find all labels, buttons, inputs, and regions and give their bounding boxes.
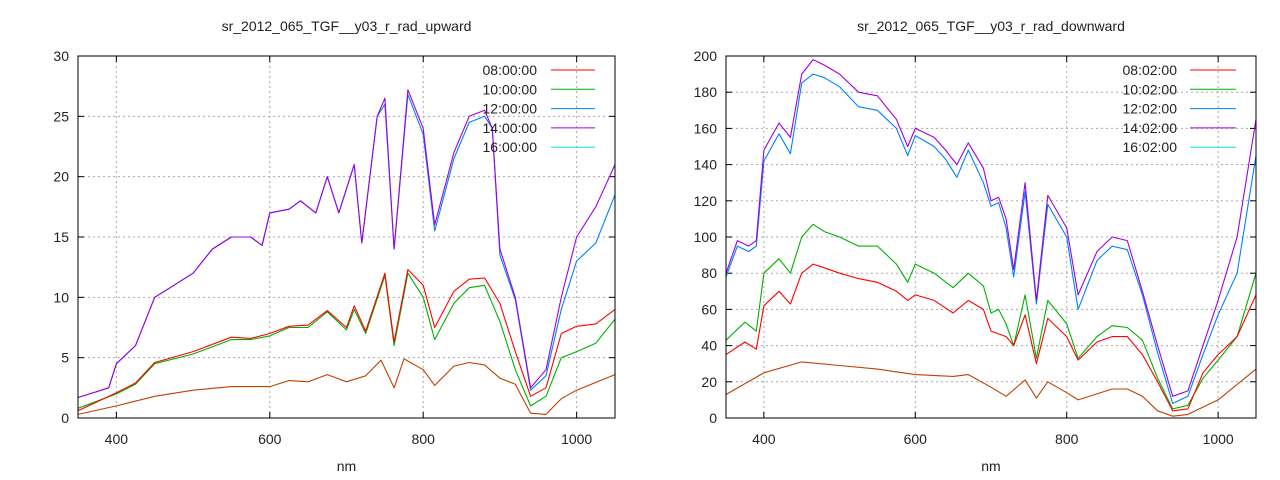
series-line-16-02-00 bbox=[725, 263, 1257, 412]
series-line-10-00-00 bbox=[77, 272, 616, 409]
y-tick-label: 120 bbox=[694, 193, 718, 209]
legend-label: 08:02:00 bbox=[1123, 62, 1178, 78]
legend-label: 12:00:00 bbox=[483, 101, 538, 117]
y-tick-label: 180 bbox=[694, 84, 718, 100]
legend-label: 14:00:00 bbox=[483, 120, 538, 136]
x-tick-label: 600 bbox=[904, 431, 928, 447]
series-line-14-02-00 bbox=[725, 59, 1257, 397]
x-tick-label: 600 bbox=[258, 431, 282, 447]
series-line-16-00-00 bbox=[77, 269, 616, 412]
y-tick-label: 10 bbox=[53, 289, 69, 305]
legend-label: 16:00:00 bbox=[483, 139, 538, 155]
legend-label: 10:02:00 bbox=[1123, 81, 1178, 97]
x-tick-label: 800 bbox=[1055, 431, 1079, 447]
series-line-14-00-00 bbox=[77, 89, 616, 399]
y-tick-label: 15 bbox=[53, 229, 69, 245]
y-tick-label: 20 bbox=[701, 374, 717, 390]
plot-frame bbox=[77, 55, 616, 419]
y-tick-label: 0 bbox=[61, 410, 69, 426]
series-line-12-02-00 bbox=[725, 73, 1257, 405]
x-tick-label: 400 bbox=[752, 431, 776, 447]
series-line-08-02-00 bbox=[725, 361, 1257, 417]
chart-title: sr_2012_065_TGF__y03_r_rad_upward bbox=[222, 18, 472, 34]
y-tick-label: 0 bbox=[709, 410, 717, 426]
y-tick-label: 100 bbox=[694, 229, 718, 245]
y-tick-label: 25 bbox=[53, 108, 69, 124]
y-tick-label: 160 bbox=[694, 120, 718, 136]
y-tick-label: 140 bbox=[694, 157, 718, 173]
series-line-10-02-00 bbox=[725, 223, 1257, 410]
x-tick-label: 1000 bbox=[1203, 431, 1234, 447]
y-tick-label: 20 bbox=[53, 169, 69, 185]
legend-label: 10:00:00 bbox=[483, 81, 538, 97]
y-tick-label: 30 bbox=[53, 48, 69, 64]
legend-label: 12:02:00 bbox=[1123, 101, 1178, 117]
legend-label: 08:00:00 bbox=[483, 62, 538, 78]
x-axis-label: nm bbox=[337, 458, 356, 474]
chart-title: sr_2012_065_TGF__y03_r_rad_downward bbox=[857, 18, 1125, 34]
x-tick-label: 400 bbox=[105, 431, 129, 447]
legend-label: 16:02:00 bbox=[1123, 139, 1178, 155]
series-line-08-00-00 bbox=[77, 358, 616, 415]
x-tick-label: 800 bbox=[412, 431, 436, 447]
x-axis-label: nm bbox=[981, 458, 1000, 474]
plot-frame bbox=[725, 55, 1257, 419]
y-tick-label: 5 bbox=[61, 350, 69, 366]
y-tick-label: 60 bbox=[701, 301, 717, 317]
x-tick-label: 1000 bbox=[561, 431, 592, 447]
y-tick-label: 80 bbox=[701, 265, 717, 281]
y-tick-label: 40 bbox=[701, 338, 717, 354]
y-tick-label: 200 bbox=[694, 48, 718, 64]
legend-label: 14:02:00 bbox=[1123, 120, 1178, 136]
